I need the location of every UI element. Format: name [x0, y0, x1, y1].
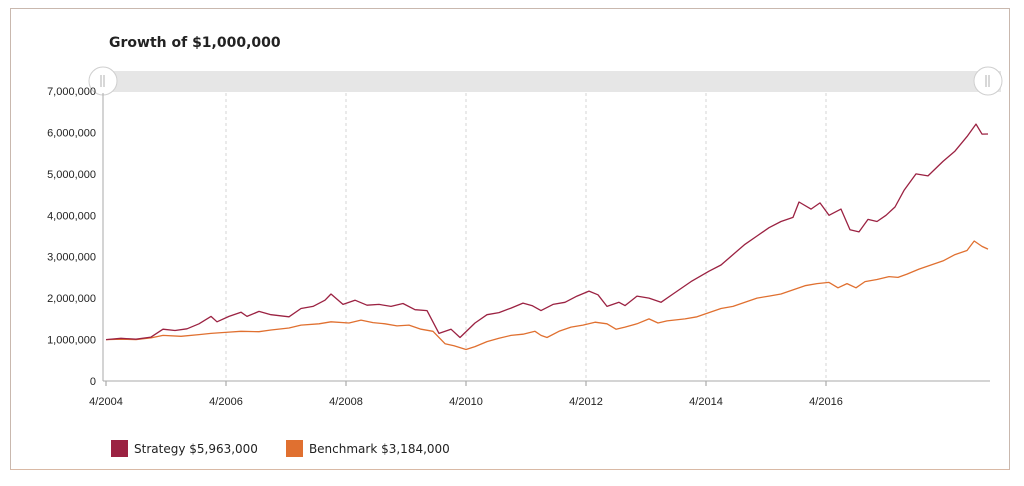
legend: Strategy $5,963,000 Benchmark $3,184,000: [111, 440, 450, 457]
y-tick-label: 0: [90, 376, 96, 388]
x-tick-label: 4/2010: [449, 396, 483, 408]
x-tick-label: 4/2014: [689, 396, 723, 408]
y-tick-label: 4,000,000: [47, 210, 96, 222]
x-tick-label: 4/2016: [809, 396, 843, 408]
y-tick-label: 7,000,000: [47, 86, 96, 98]
growth-chart: Growth of $1,000,000 0 1,000,000 2,000,000…: [47, 35, 1003, 408]
y-tick-label: 3,000,000: [47, 252, 96, 264]
x-tick-label: 4/2006: [209, 396, 243, 408]
legend-label-strategy: Strategy $5,963,000: [134, 441, 258, 456]
legend-item-strategy[interactable]: Strategy $5,963,000: [111, 440, 258, 457]
legend-swatch-strategy: [111, 440, 128, 457]
navigator-track[interactable]: [101, 71, 1001, 92]
x-tick-label: 4/2004: [89, 396, 123, 408]
series-line-strategy: [105, 123, 989, 341]
y-axis-ticks: 0 1,000,000 2,000,000 3,000,000 4,000,000 5,0…: [47, 86, 96, 388]
navigator-left-handle[interactable]: [88, 66, 118, 96]
y-tick-label: 1,000,000: [47, 335, 96, 347]
chart-title: Growth of $1,000,000: [109, 35, 281, 51]
legend-swatch-benchmark: [285, 440, 303, 457]
x-axis-ticks: 4/2004 4/2006 4/2008 4/2010 4/2012 4/2014 4/20…: [89, 381, 843, 408]
y-tick-label: 2,000,000: [47, 293, 96, 305]
series-line-benchmark: [105, 240, 989, 351]
y-tick-label: 5,000,000: [47, 169, 96, 181]
x-tick-label: 4/2008: [329, 396, 363, 408]
x-gridlines: [225, 93, 827, 381]
range-navigator[interactable]: [88, 66, 1003, 96]
legend-item-benchmark[interactable]: Benchmark $3,184,000: [285, 440, 450, 457]
x-tick-label: 4/2012: [569, 396, 603, 408]
legend-label-benchmark: Benchmark $3,184,000: [308, 441, 450, 456]
y-tick-label: 6,000,000: [47, 127, 96, 139]
navigator-right-handle[interactable]: [973, 66, 1003, 96]
series-lines: [105, 123, 989, 351]
chart-frame: Growth of $1,000,000 0 1,000,000 2,000,000…: [10, 8, 1010, 470]
